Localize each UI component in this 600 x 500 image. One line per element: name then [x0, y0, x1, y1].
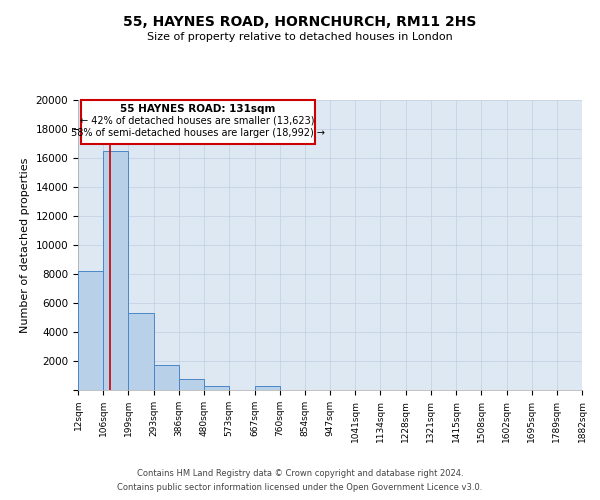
- Text: 55 HAYNES ROAD: 131sqm: 55 HAYNES ROAD: 131sqm: [120, 104, 275, 114]
- Text: Contains HM Land Registry data © Crown copyright and database right 2024.: Contains HM Land Registry data © Crown c…: [137, 468, 463, 477]
- Text: ← 42% of detached houses are smaller (13,623): ← 42% of detached houses are smaller (13…: [80, 116, 315, 126]
- Bar: [179, 379, 204, 390]
- Text: Contains public sector information licensed under the Open Government Licence v3: Contains public sector information licen…: [118, 484, 482, 492]
- Bar: [154, 364, 179, 390]
- Bar: [78, 271, 103, 390]
- Bar: [103, 151, 128, 390]
- Bar: [254, 386, 280, 390]
- Y-axis label: Number of detached properties: Number of detached properties: [20, 158, 30, 332]
- FancyBboxPatch shape: [80, 100, 315, 144]
- Text: 58% of semi-detached houses are larger (18,992) →: 58% of semi-detached houses are larger (…: [71, 128, 325, 138]
- Text: Size of property relative to detached houses in London: Size of property relative to detached ho…: [147, 32, 453, 42]
- Bar: [128, 313, 154, 390]
- Bar: [204, 386, 229, 390]
- Text: 55, HAYNES ROAD, HORNCHURCH, RM11 2HS: 55, HAYNES ROAD, HORNCHURCH, RM11 2HS: [124, 15, 476, 29]
